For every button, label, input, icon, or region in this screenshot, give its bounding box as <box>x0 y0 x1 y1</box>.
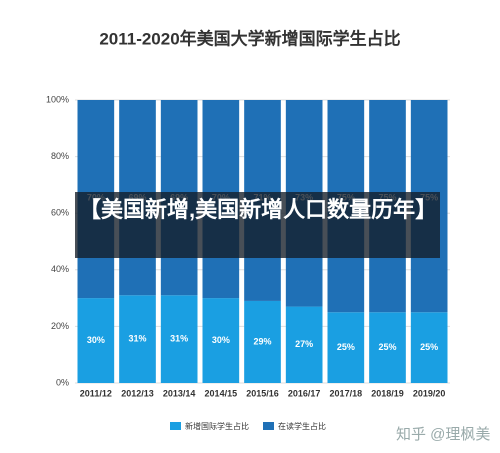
x-tick-label: 2013/14 <box>163 388 196 398</box>
value-label: 31% <box>170 334 188 344</box>
y-tick-label: 100% <box>46 94 69 104</box>
legend-label: 在读学生占比 <box>278 421 326 431</box>
value-label: 30% <box>212 335 230 345</box>
x-tick-label: 2012/13 <box>121 388 154 398</box>
y-tick-label: 60% <box>51 208 69 218</box>
bar-segment <box>77 298 115 383</box>
value-label: 31% <box>128 334 146 344</box>
bar-segment <box>160 295 198 383</box>
x-tick-label: 2015/16 <box>246 388 279 398</box>
y-tick-label: 40% <box>51 264 69 274</box>
y-tick-label: 20% <box>51 321 69 331</box>
value-label: 25% <box>378 342 396 352</box>
bar-segment <box>244 300 281 383</box>
legend-swatch <box>263 422 274 430</box>
y-tick-label: 80% <box>51 151 69 161</box>
value-label: 25% <box>420 342 438 352</box>
x-tick-label: 2018/19 <box>371 388 404 398</box>
value-label: 30% <box>87 335 105 345</box>
value-label: 27% <box>295 339 313 349</box>
watermark: 知乎 @理枫美 <box>396 426 491 443</box>
bar-segment <box>119 295 156 383</box>
legend-swatch <box>170 422 181 430</box>
x-tick-label: 2017/18 <box>330 388 363 398</box>
bar-segment <box>410 312 448 383</box>
y-tick-label: 0% <box>56 377 69 387</box>
x-tick-label: 2016/17 <box>288 388 321 398</box>
x-tick-label: 2014/15 <box>205 388 238 398</box>
bar-segment <box>369 312 406 383</box>
legend-label: 新增国际学生占比 <box>185 421 249 431</box>
value-label: 25% <box>337 342 355 352</box>
x-tick-label: 2019/20 <box>413 388 446 398</box>
x-tick-label: 2011/12 <box>80 388 112 398</box>
banner: 【美国新增,美国新增人口数量历年】 <box>75 192 440 258</box>
value-label: 29% <box>253 336 271 346</box>
bar-segment <box>285 306 323 383</box>
bar-segment <box>327 312 365 383</box>
chart-title: 2011-2020年美国大学新增国际学生占比 <box>99 28 400 48</box>
bar-segment <box>202 298 240 383</box>
